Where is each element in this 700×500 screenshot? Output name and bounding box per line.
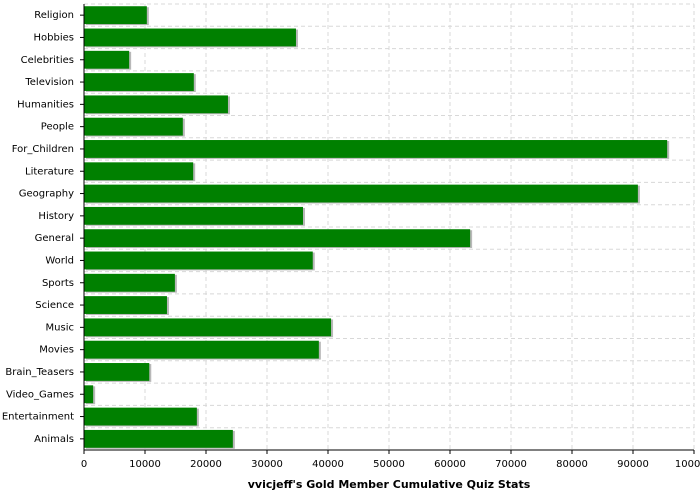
bar <box>84 73 194 91</box>
bar <box>84 363 150 381</box>
bar <box>84 229 471 248</box>
x-tick-label: 40000 <box>312 459 344 470</box>
y-tick-label: Humanities <box>17 99 74 110</box>
bar <box>84 184 638 203</box>
x-tick-label: 100000 <box>675 459 700 470</box>
bar <box>84 95 228 114</box>
bar <box>84 28 296 47</box>
x-tick-label: 30000 <box>251 459 283 470</box>
x-tick-label: 60000 <box>434 459 466 470</box>
y-tick-label: Geography <box>19 189 74 200</box>
y-tick-label: Video_Games <box>6 389 74 400</box>
bar <box>84 429 233 448</box>
bar <box>84 251 313 270</box>
bar <box>84 296 167 314</box>
y-tick-label: Science <box>35 300 74 311</box>
bar <box>84 318 332 337</box>
y-tick-label: Music <box>46 322 74 333</box>
bar <box>84 407 197 426</box>
x-tick-label: 80000 <box>556 459 588 470</box>
bar <box>84 117 183 136</box>
x-tick-label: 90000 <box>617 459 649 470</box>
y-tick-label: People <box>41 122 74 133</box>
bar <box>84 385 94 404</box>
y-tick-label: For_Children <box>12 144 74 155</box>
y-tick-label: Brain_Teasers <box>5 367 74 378</box>
y-tick-label: Sports <box>42 278 74 289</box>
x-tick-label: 20000 <box>190 459 222 470</box>
y-tick-label: General <box>35 233 74 244</box>
y-tick-label: Animals <box>34 434 74 445</box>
y-tick-label: Movies <box>39 345 74 356</box>
y-tick-label: Hobbies <box>34 32 74 43</box>
chart-title: vvicjeff's Gold Member Cumulative Quiz S… <box>248 478 531 491</box>
y-tick-label: Entertainment <box>2 412 74 423</box>
x-tick-label: 50000 <box>373 459 405 470</box>
bar <box>84 340 319 359</box>
x-tick-label: 70000 <box>495 459 527 470</box>
bar <box>84 6 147 25</box>
bar <box>84 50 130 69</box>
bar <box>84 273 175 292</box>
bar <box>84 162 194 181</box>
y-tick-label: History <box>38 211 74 222</box>
x-tick-label: 0 <box>81 459 87 470</box>
x-tick-label: 10000 <box>129 459 161 470</box>
bar <box>84 140 668 158</box>
y-tick-label: World <box>45 255 74 266</box>
y-tick-label: Celebrities <box>21 55 74 66</box>
y-tick-label: Television <box>24 77 74 88</box>
y-tick-label: Literature <box>25 166 74 177</box>
y-tick-label: Religion <box>34 10 74 21</box>
bar <box>84 206 303 225</box>
